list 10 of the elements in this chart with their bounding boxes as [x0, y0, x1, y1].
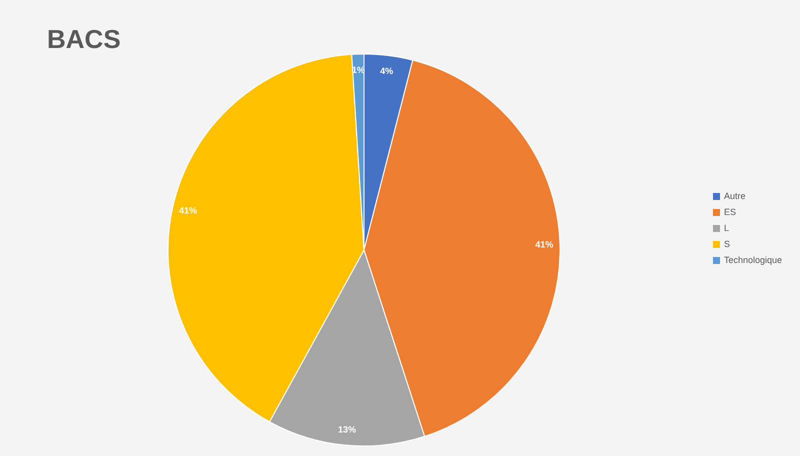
legend-label: S — [724, 239, 730, 249]
data-label: 4% — [380, 66, 394, 76]
legend-label: ES — [724, 207, 736, 217]
data-label: 13% — [338, 424, 356, 435]
legend-label: Technologique — [724, 255, 782, 265]
data-label: 41% — [535, 239, 554, 250]
data-label: 41% — [179, 206, 198, 216]
legend-label: Autre — [724, 191, 746, 201]
chart-title: BACS — [47, 24, 121, 55]
legend-label: L — [724, 223, 729, 233]
